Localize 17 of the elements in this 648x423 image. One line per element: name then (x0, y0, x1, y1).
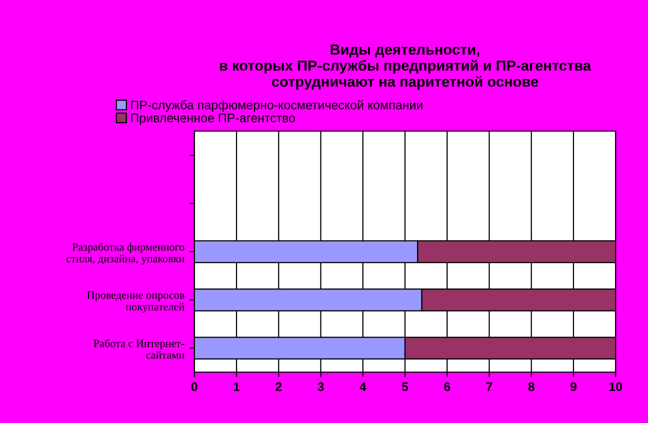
x-tick-label: 2 (276, 382, 282, 392)
legend-label: Привлеченное ПР-агентство (131, 114, 295, 125)
y-tick-label: Разработка фирменного стиля, дизайна, упаковки (66, 242, 184, 265)
x-tick-label: 8 (528, 382, 534, 392)
legend-label: ПР-служба парфюмерно-косметической компании (131, 100, 422, 112)
x-tick-label: 9 (570, 382, 576, 392)
chart-title: Виды деятельности, в которых ПР-службы предприятий и ПР-агентства сотрудничают на паритетной основе (220, 44, 592, 90)
x-tick-label: 7 (486, 382, 492, 392)
x-tick-label: 10 (609, 382, 622, 392)
x-tick-label: 5 (402, 382, 408, 392)
y-tick-label: Проведение опросов покупателей (87, 291, 184, 313)
x-tick-label: 6 (444, 382, 450, 392)
x-tick-label: 4 (360, 382, 366, 392)
x-tick-label: 0 (191, 382, 198, 392)
x-tick-label: 3 (318, 382, 324, 392)
x-tick-label: 1 (234, 382, 240, 392)
y-tick-label: Работа с Интернет- сайтами (94, 339, 184, 359)
